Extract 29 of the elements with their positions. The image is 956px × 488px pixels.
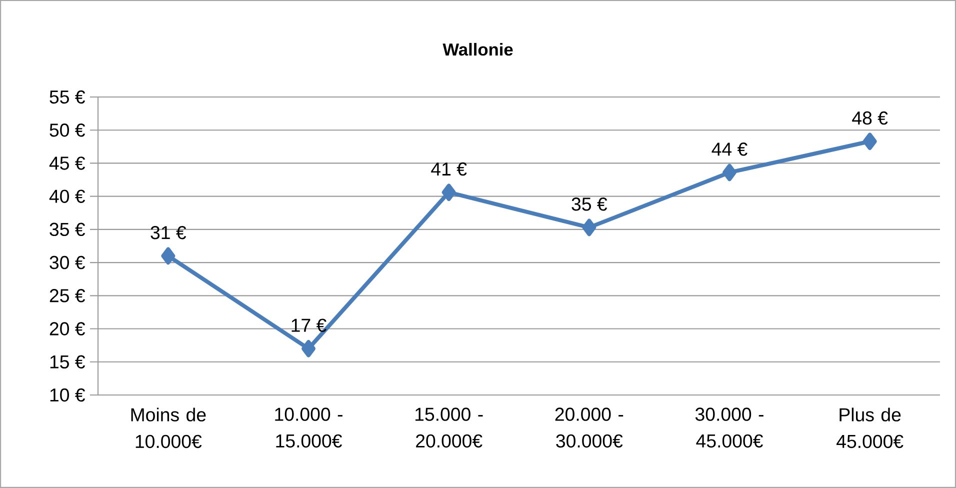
x-tick-label: Plus de 45.000€ xyxy=(836,408,904,448)
point xyxy=(302,340,316,358)
y-tick-label: 20 € xyxy=(50,322,86,336)
y-tick-label: 35 € xyxy=(50,222,86,236)
y-tick-label: 30 € xyxy=(50,256,86,270)
data-label: 31 € xyxy=(150,226,186,240)
x-tick-label: 10.000 - 15.000€ xyxy=(275,408,342,448)
x-tick-label: 15.000 - 20.000€ xyxy=(415,408,483,448)
data-label: 48 € xyxy=(852,111,888,125)
chart-title: Wallonie xyxy=(442,42,513,56)
y-tick-label: 10 € xyxy=(50,388,86,402)
point xyxy=(722,164,736,182)
data-label: 17 € xyxy=(292,318,326,332)
y-tick-label: 50 € xyxy=(50,123,86,137)
x-tick-label: 20.000 - 30.000€ xyxy=(555,408,624,448)
x-tick-label: Moins de 10.000€ xyxy=(131,408,206,448)
y-tick-label: 45 € xyxy=(49,156,86,170)
data-label: 41 € xyxy=(431,162,467,176)
y-tick-label: 25 € xyxy=(50,289,86,302)
data-label: 44 € xyxy=(712,142,748,156)
y-tick-label: 40 € xyxy=(49,190,86,203)
point xyxy=(862,132,877,150)
x-tick-label: 30.000 - 45.000€ xyxy=(695,408,764,448)
y-tick-label: 15 € xyxy=(50,355,86,368)
point xyxy=(161,247,176,265)
point xyxy=(442,184,456,202)
data-label: 35 € xyxy=(572,198,608,211)
point xyxy=(582,218,596,236)
y-tick-label: 55 € xyxy=(50,90,86,104)
